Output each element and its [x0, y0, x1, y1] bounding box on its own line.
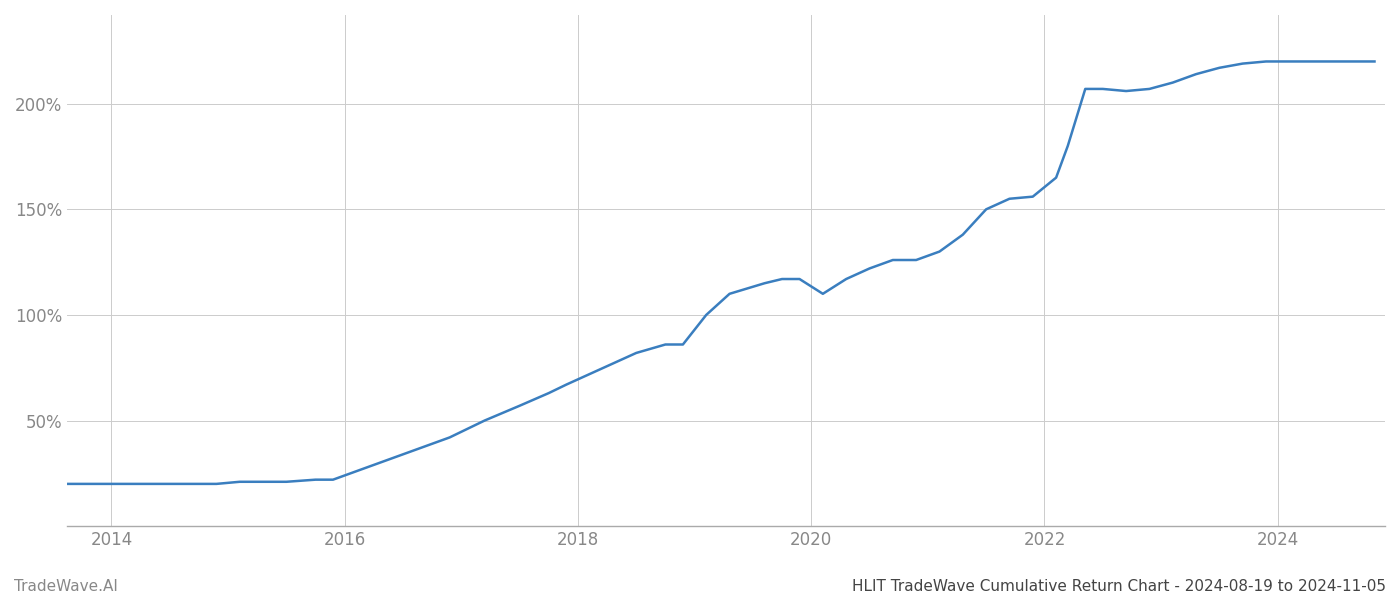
Text: HLIT TradeWave Cumulative Return Chart - 2024-08-19 to 2024-11-05: HLIT TradeWave Cumulative Return Chart -… — [853, 579, 1386, 594]
Text: TradeWave.AI: TradeWave.AI — [14, 579, 118, 594]
